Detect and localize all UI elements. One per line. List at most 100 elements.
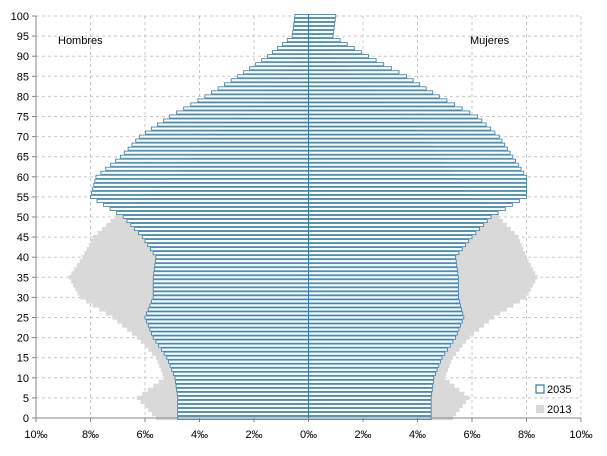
bar-2035-men xyxy=(292,30,309,35)
bar-2035-women xyxy=(308,295,459,300)
bar-2035-men xyxy=(249,66,309,71)
bar-2035-women xyxy=(308,319,463,324)
bar-2035-men xyxy=(177,403,309,408)
bar-2035-men xyxy=(149,327,309,332)
bar-2035-men xyxy=(135,138,309,143)
bar-2035-men xyxy=(100,170,309,175)
bar-2035-men xyxy=(145,130,309,135)
bar-2035-women xyxy=(308,134,500,139)
bar-2035-men xyxy=(176,110,309,115)
bar-2035-women xyxy=(308,122,487,127)
bar-2035-women xyxy=(308,138,503,143)
x-tick-label: 10‰ xyxy=(569,429,592,441)
bar-2035-women xyxy=(308,114,478,119)
bar-2035-men xyxy=(294,14,309,18)
bar-2035-men xyxy=(146,319,309,324)
bar-2035-men xyxy=(177,395,309,400)
bar-2035-men xyxy=(130,223,309,227)
bar-2035-men xyxy=(177,412,309,416)
bar-2035-women xyxy=(308,30,334,35)
bar-2035-men xyxy=(155,339,309,344)
bar-2035-women xyxy=(308,275,459,280)
y-tick-label: 80 xyxy=(17,91,29,103)
y-tick-label: 20 xyxy=(17,333,29,345)
bar-2035-men xyxy=(95,174,309,179)
bar-2035-women xyxy=(308,299,460,304)
bar-2035-men xyxy=(177,408,309,412)
bar-2035-women xyxy=(308,403,432,408)
bar-2035-men xyxy=(163,351,309,356)
bar-2035-men xyxy=(96,198,309,203)
bar-2035-women xyxy=(308,126,491,131)
axes xyxy=(32,15,582,422)
bar-2035-men xyxy=(155,255,309,260)
bar-2035-men xyxy=(91,190,309,195)
bar-2035-women xyxy=(308,142,506,147)
bar-2035-women xyxy=(308,70,400,75)
bar-2035-men xyxy=(90,194,309,199)
bar-2035-men xyxy=(146,311,309,316)
bar-2035-men xyxy=(105,166,309,171)
bar-2035-men xyxy=(169,363,309,368)
bar-2035-men xyxy=(291,34,309,39)
bar-2035-women xyxy=(308,170,525,175)
bar-2035-men xyxy=(211,90,309,95)
bar-2035-women xyxy=(308,231,477,236)
bar-2035-women xyxy=(308,34,334,39)
y-tick-label: 25 xyxy=(17,313,29,325)
bar-2035-women xyxy=(308,54,369,59)
bar-2035-women xyxy=(308,307,463,312)
bar-2035-women xyxy=(308,178,527,183)
bar-2035-women xyxy=(308,110,471,115)
bar-2035-women xyxy=(308,223,484,227)
y-tick-label: 30 xyxy=(17,292,29,304)
bar-2035-men xyxy=(217,86,309,91)
bar-2035-men xyxy=(261,58,309,63)
right-side-label: Mujeres xyxy=(470,35,510,47)
x-tick-labels: 10‰ 8‰ 6‰ 4‰ 2‰ 0‰ 2‰ 4‰ 6‰ 8‰ 10‰ xyxy=(24,429,592,441)
y-tick-label: 15 xyxy=(17,353,29,365)
bar-2035-women xyxy=(308,198,520,203)
bar-2035-women xyxy=(308,375,435,380)
bar-2035-women xyxy=(308,251,460,256)
x-tick-label: 0‰ xyxy=(300,429,317,441)
bar-2035-men xyxy=(116,211,309,215)
y-tick-label: 75 xyxy=(17,112,29,124)
bar-2035-men xyxy=(150,247,309,252)
bar-2035-women xyxy=(308,74,407,79)
bar-2035-men xyxy=(131,142,309,147)
bar-2035-men xyxy=(176,387,309,392)
bar-2035-men xyxy=(152,283,309,288)
y-tick-label: 45 xyxy=(17,232,29,244)
bar-2035-women xyxy=(308,26,335,31)
bar-2035-women xyxy=(308,38,341,43)
x-tick-label: 6‰ xyxy=(136,429,153,441)
bar-2035-women xyxy=(308,146,508,151)
bar-2035-women xyxy=(308,190,527,195)
bar-2035-men xyxy=(93,182,309,187)
bar-2035-women xyxy=(308,387,433,392)
series-2035-bars xyxy=(90,14,527,420)
bar-2035-men xyxy=(171,367,309,372)
bar-2035-women xyxy=(308,323,461,328)
bar-2035-women xyxy=(308,391,433,396)
bar-2035-men xyxy=(151,299,309,304)
y-tick-label: 35 xyxy=(17,272,29,284)
bar-2035-men xyxy=(127,146,309,151)
bar-2035-women xyxy=(308,408,432,412)
bar-2035-men xyxy=(255,62,309,67)
bar-2035-men xyxy=(230,78,309,83)
x-tick-label: 4‰ xyxy=(191,429,208,441)
bar-2035-men xyxy=(151,126,309,131)
bar-2035-women xyxy=(308,14,337,18)
y-tick-label: 50 xyxy=(17,212,29,224)
bar-2035-men xyxy=(293,18,309,22)
bar-2035-women xyxy=(308,383,434,388)
bar-2035-men xyxy=(126,219,309,223)
x-tick-label: 2‰ xyxy=(354,429,371,441)
x-tick-label: 8‰ xyxy=(518,429,535,441)
bar-2035-men xyxy=(149,303,309,308)
bar-2035-women xyxy=(308,267,458,272)
bar-2035-women xyxy=(308,207,506,211)
bar-2035-women xyxy=(308,182,527,187)
